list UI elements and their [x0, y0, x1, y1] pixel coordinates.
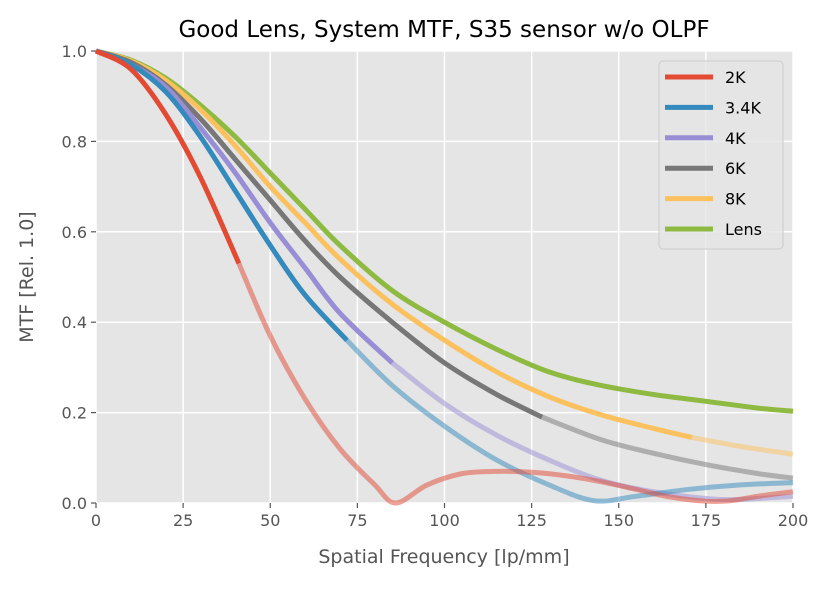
chart-title: Good Lens, System MTF, S35 sensor w/o OL…	[178, 17, 709, 43]
series-line-3-4k-beyond-nyquist	[345, 338, 794, 504]
x-axis-ticks: 0 25 50 75 100 125 150 175 200	[91, 503, 808, 530]
legend-label: 6K	[725, 159, 746, 178]
x-tick-label: 200	[778, 511, 809, 530]
y-tick-label: 0.0	[62, 494, 87, 513]
x-tick-label: 75	[347, 511, 367, 530]
series-line-2k	[94, 48, 242, 265]
x-tick-label: 125	[516, 511, 547, 530]
legend-label: 2K	[725, 68, 746, 87]
y-tick-label: 0.2	[62, 404, 87, 423]
y-tick-label: 1.0	[62, 42, 87, 61]
x-tick-label: 25	[173, 511, 193, 530]
series-line-3-4k	[95, 48, 349, 342]
y-tick-label: 0.4	[62, 313, 87, 332]
legend-box	[658, 60, 784, 250]
series-line-8k	[95, 48, 693, 440]
series-line-2k-beyond-nyquist	[236, 262, 794, 506]
y-tick-label: 0.8	[62, 132, 87, 151]
legend: 2K 3.4K 4K 6K 8K Lens	[658, 60, 784, 250]
legend-label: 8K	[725, 190, 746, 209]
series-lines	[94, 48, 794, 506]
x-tick-label: 175	[691, 511, 722, 530]
legend-label: 3.4K	[725, 98, 761, 117]
legend-label: Lens	[725, 220, 762, 239]
series-line-6k-beyond-nyquist	[541, 414, 794, 481]
legend-label: 4K	[725, 129, 746, 148]
y-axis-label: MTF [Rel. 1.0]	[16, 211, 38, 342]
x-tick-label: 50	[260, 511, 280, 530]
x-tick-label: 100	[429, 511, 460, 530]
x-tick-label: 0	[91, 511, 101, 530]
series-line-lens	[95, 48, 794, 414]
series-line-8k-beyond-nyquist	[691, 435, 794, 457]
x-axis-label: Spatial Frequency [lp/mm]	[318, 546, 569, 568]
y-axis-ticks: 0.0 0.2 0.4 0.6 0.8 1.0	[62, 42, 96, 513]
y-tick-label: 0.6	[62, 223, 87, 242]
x-tick-label: 150	[603, 511, 634, 530]
